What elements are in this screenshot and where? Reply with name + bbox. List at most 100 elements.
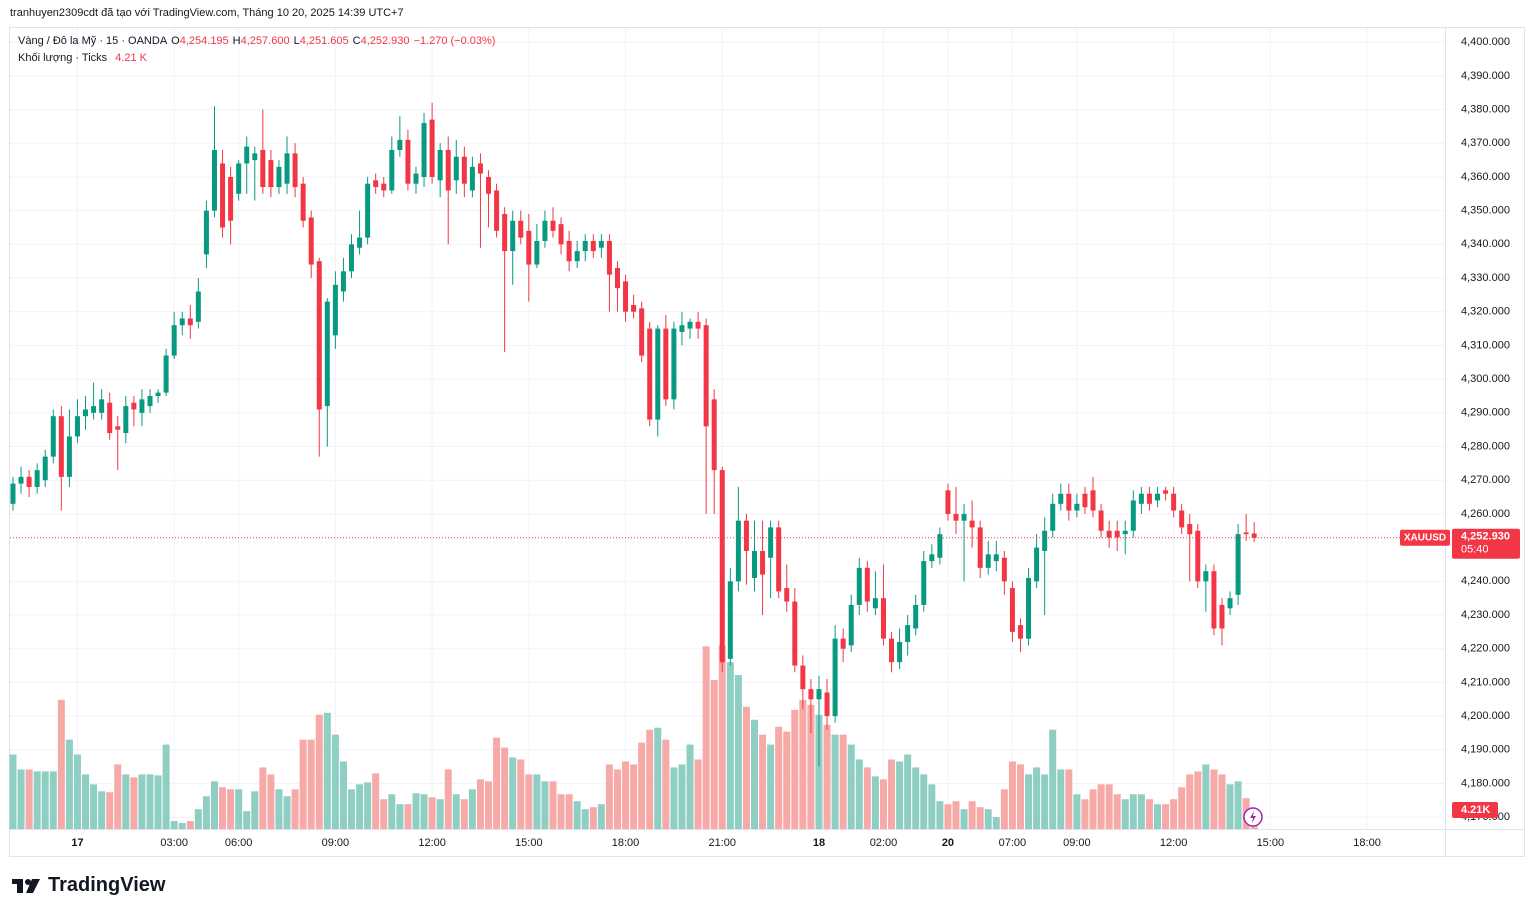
candle-body — [66, 436, 72, 477]
candle-body — [872, 598, 878, 609]
candle-body — [10, 483, 16, 504]
volume-bar — [984, 809, 992, 829]
volume-bar — [25, 769, 33, 829]
candle-body — [953, 513, 959, 521]
volume-bar — [879, 779, 887, 829]
volume-bar — [1057, 769, 1065, 829]
candle-body — [711, 399, 717, 471]
candle-body — [1009, 588, 1015, 632]
candle-body — [1243, 532, 1249, 535]
y-tick-label: 4,350.000 — [1461, 205, 1510, 217]
volume-bar — [791, 709, 799, 829]
volume-bar — [1202, 764, 1210, 829]
candle-body — [929, 554, 935, 562]
candle-body — [824, 692, 830, 717]
volume-bar — [573, 801, 581, 829]
candle-body — [332, 284, 338, 336]
volume-bar — [823, 724, 831, 829]
volume-bar — [396, 804, 404, 829]
volume-bar — [98, 791, 106, 829]
volume-bar — [888, 759, 896, 829]
candle-body — [848, 604, 854, 646]
candle-body — [719, 470, 725, 663]
candle-body — [840, 638, 846, 649]
candle-body — [1034, 547, 1040, 582]
ohlc: O4,254.195 H4,257.600 L4,251.605 C4,252.930 — [171, 35, 409, 47]
volume-bar — [944, 804, 952, 829]
candle-body — [413, 173, 419, 184]
candle-body — [985, 554, 991, 568]
x-tick-label: 02:00 — [870, 837, 898, 849]
volume-bar — [186, 821, 194, 829]
volume-bar — [460, 799, 468, 829]
candle-body — [381, 183, 387, 191]
candle-body — [477, 163, 483, 174]
volume-bar — [267, 774, 275, 829]
volume-bar — [638, 742, 646, 829]
candle-body — [977, 527, 983, 568]
candle-body — [357, 237, 363, 248]
volume-bar — [896, 761, 904, 829]
candle-body — [1235, 534, 1241, 595]
header-caption: tranhuyen2309cdt đã tạo với TradingView.… — [10, 7, 404, 19]
candle-body — [74, 416, 80, 437]
change: −1.270 (−0.03%) — [413, 35, 496, 47]
volume-bar — [178, 823, 186, 829]
volume-bar — [356, 784, 364, 829]
volume-bar — [275, 789, 283, 829]
candle-body — [365, 183, 371, 238]
volume-bar — [613, 769, 621, 829]
candle-body — [1050, 503, 1056, 531]
volume-bar — [952, 801, 960, 829]
candle-body — [1090, 490, 1096, 511]
ohlc-value: 4,254.195 — [179, 35, 229, 47]
volume-bar — [509, 757, 517, 829]
candle-body — [421, 123, 427, 177]
ohlc-item: C4,252.930 — [353, 35, 410, 47]
candle-body — [139, 399, 145, 413]
candle-body — [590, 240, 596, 252]
volume-bar — [839, 734, 847, 829]
volume-bar — [1073, 794, 1081, 829]
volume-bar — [678, 764, 686, 829]
candle-body — [776, 527, 782, 592]
candle-body — [760, 550, 766, 575]
volume-bar — [493, 737, 501, 829]
candle-body — [623, 281, 629, 312]
volume-bar — [323, 712, 331, 829]
volume-bar — [605, 764, 613, 829]
volume-bar — [106, 792, 114, 829]
volume-badge: 4.21K — [1461, 804, 1490, 816]
candle-body — [752, 550, 758, 578]
candle-body — [42, 456, 48, 481]
y-tick-label: 4,400.000 — [1461, 36, 1510, 48]
candle-body — [695, 321, 701, 329]
volume-bar — [380, 799, 388, 829]
volume-bar — [807, 704, 815, 829]
candle-body — [26, 476, 32, 487]
x-tick-label: 09:00 — [322, 837, 350, 849]
candle-body — [34, 470, 40, 487]
candle-body — [639, 308, 645, 356]
volume-bar — [1025, 774, 1033, 829]
volume-bar — [1137, 794, 1145, 829]
volume-bar — [243, 811, 251, 829]
candle-body — [316, 261, 322, 410]
candle-body — [1163, 490, 1169, 494]
volume-bar — [565, 794, 573, 829]
price-badge: 4,252.930 — [1461, 531, 1510, 543]
volume-bar — [235, 789, 243, 829]
volume-bar — [468, 789, 476, 829]
y-tick-label: 4,210.000 — [1461, 676, 1510, 688]
candle-body — [220, 163, 226, 228]
volume-bar — [90, 784, 98, 829]
ohlc-item: L4,251.605 — [294, 35, 349, 47]
candle-body — [171, 325, 177, 356]
volume-bar — [517, 759, 525, 829]
candle-body — [1219, 604, 1225, 629]
candle-body — [292, 153, 298, 188]
volume-bar — [815, 714, 823, 829]
ohlc-label: L — [293, 35, 300, 47]
candle-body — [340, 271, 346, 292]
candle-body — [429, 119, 435, 177]
